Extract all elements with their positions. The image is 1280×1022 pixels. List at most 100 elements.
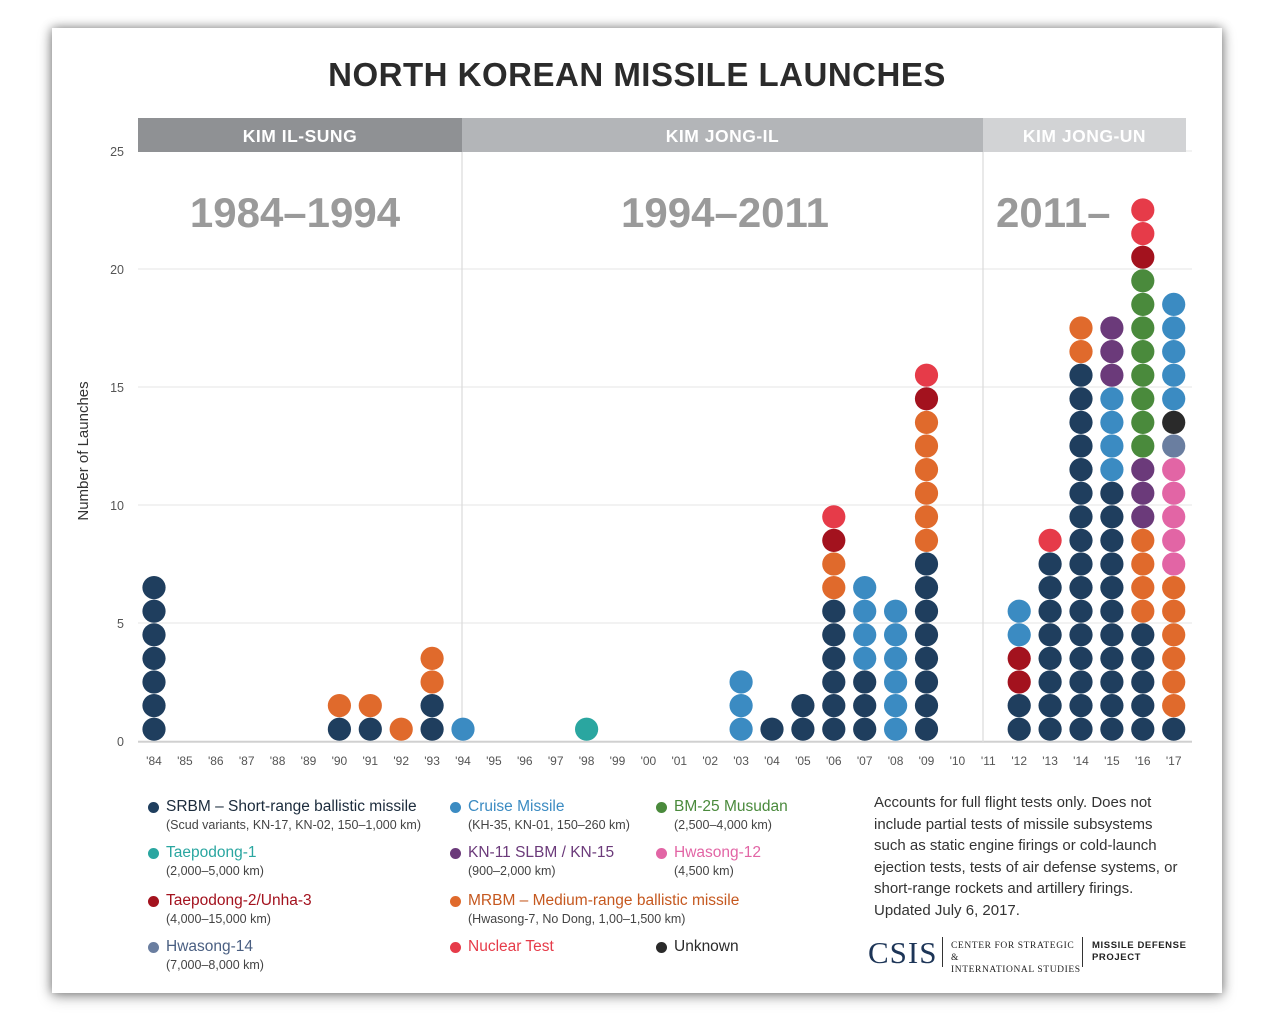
- launch-dot: [1131, 387, 1155, 411]
- launch-dot: [575, 717, 599, 741]
- launch-dot: [1007, 694, 1031, 718]
- launch-dot: [1007, 646, 1031, 671]
- launch-dot: [1162, 552, 1186, 576]
- chart-title: NORTH KOREAN MISSILE LAUNCHES: [328, 56, 946, 93]
- legend-label: BM-25 Musudan: [674, 798, 788, 815]
- launch-dot: [914, 576, 939, 600]
- launch-dot: [1131, 576, 1155, 600]
- launch-dot: [914, 387, 939, 411]
- launch-dot: [853, 717, 877, 741]
- launch-dot: [1069, 694, 1093, 718]
- launch-dot: [1069, 387, 1093, 411]
- launch-dot: [327, 694, 351, 718]
- launch-dot: [451, 717, 475, 741]
- launch-dot: [1038, 552, 1062, 576]
- x-tick-label: '05: [795, 754, 811, 768]
- x-tick-label: '13: [1042, 754, 1058, 768]
- launch-dot: [142, 599, 166, 623]
- era-year-range: 1994–2011: [621, 189, 829, 236]
- launch-dot: [1162, 340, 1186, 364]
- launch-dot: [914, 623, 939, 647]
- launch-dot: [914, 481, 939, 505]
- launch-dot: [1069, 528, 1093, 552]
- x-tick-label: '89: [301, 754, 317, 768]
- y-tick-label: 20: [110, 263, 124, 277]
- legend-range: (Scud variants, KN-17, KN-02, 150–1,000 …: [166, 818, 421, 832]
- launch-dot: [914, 458, 939, 482]
- launch-dot: [1162, 646, 1186, 671]
- legend-label: MRBM – Medium-range ballistic missile: [468, 892, 740, 909]
- launch-dot: [1038, 717, 1062, 741]
- launch-dot: [1100, 694, 1124, 718]
- launch-dot: [1100, 434, 1124, 458]
- launch-dot: [1162, 363, 1186, 387]
- x-tick-label: '00: [641, 754, 657, 768]
- launch-dot: [420, 646, 444, 671]
- launch-dot: [914, 717, 939, 741]
- launch-dot: [1131, 198, 1155, 222]
- x-tick-label: '10: [950, 754, 966, 768]
- launch-dot: [1131, 717, 1155, 741]
- launch-dot: [884, 646, 908, 671]
- project-name: MISSILE DEFENSE PROJECT: [1092, 940, 1202, 964]
- launch-dot: [389, 717, 413, 741]
- legend-range: (2,000–5,000 km): [166, 864, 264, 878]
- launch-dot: [1131, 646, 1155, 671]
- legend-swatch: [450, 848, 461, 859]
- launch-dot: [822, 694, 846, 718]
- legend-label: Hwasong-12: [674, 844, 762, 861]
- launch-dot: [1007, 599, 1031, 623]
- x-tick-label: '93: [424, 754, 440, 768]
- x-tick-label: '86: [208, 754, 224, 768]
- launch-dot: [1162, 623, 1186, 647]
- launch-dot: [1131, 316, 1155, 340]
- launch-dot: [1069, 481, 1093, 505]
- launch-dot: [914, 528, 939, 552]
- launch-dot: [1100, 410, 1124, 434]
- era-band: [462, 118, 983, 152]
- launch-dot: [1162, 717, 1186, 741]
- x-tick-label: '09: [919, 754, 935, 768]
- legend-swatch: [148, 896, 159, 907]
- x-tick-label: '06: [826, 754, 842, 768]
- launch-dot: [1131, 434, 1155, 458]
- era-year-range: 1984–1994: [190, 189, 401, 236]
- launch-dot: [1131, 481, 1155, 505]
- x-tick-label: '14: [1073, 754, 1089, 768]
- launch-dot: [914, 670, 939, 694]
- launch-dot: [1131, 670, 1155, 694]
- x-tick-label: '11: [981, 754, 996, 768]
- launch-dot: [1131, 292, 1155, 316]
- launch-dot: [1100, 599, 1124, 623]
- launch-dot: [1162, 694, 1186, 718]
- y-tick-label: 5: [117, 617, 124, 631]
- brand-divider: [1082, 937, 1083, 967]
- launch-dot: [1100, 623, 1124, 647]
- launch-dot: [1162, 670, 1186, 694]
- legend-swatch: [148, 802, 159, 813]
- x-tick-label: '97: [548, 754, 564, 768]
- x-tick-label: '91: [362, 754, 378, 768]
- launch-dot: [142, 646, 166, 671]
- era-band: [983, 118, 1186, 152]
- launch-dot: [1038, 576, 1062, 600]
- launch-dot: [1038, 694, 1062, 718]
- launch-dot: [853, 694, 877, 718]
- launch-dot: [1131, 245, 1155, 269]
- launch-dot: [822, 576, 846, 600]
- launch-dot: [358, 717, 382, 741]
- launch-dot: [142, 717, 166, 741]
- launch-dot: [1069, 576, 1093, 600]
- launch-dot: [358, 694, 382, 718]
- launch-dot: [327, 717, 351, 741]
- launch-dot: [729, 670, 753, 694]
- launch-dot: [1131, 222, 1155, 246]
- era-leader-label: KIM JONG-IL: [666, 126, 779, 146]
- csis-branding: CSIS CENTER FOR STRATEGIC & INTERNATIONA…: [868, 933, 1208, 975]
- launch-dot: [1100, 316, 1124, 340]
- launch-dot: [1100, 458, 1124, 482]
- launch-dot: [1162, 505, 1186, 529]
- launch-dot: [1038, 670, 1062, 694]
- launch-dot: [420, 717, 444, 741]
- launch-dot: [1162, 528, 1186, 552]
